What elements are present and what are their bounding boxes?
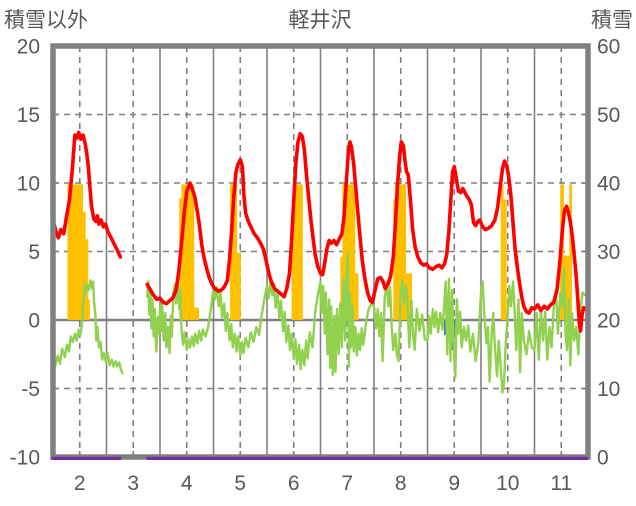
orange-bars-bar [237, 252, 241, 320]
orange-bars-bar [82, 211, 86, 320]
left-axis-tick-label: 0 [28, 310, 40, 333]
left-axis-tick-label: -10 [10, 447, 40, 470]
left-axis-title: 積雪以外 [4, 9, 88, 32]
orange-bars-bar [293, 184, 303, 320]
left-axis-tick-label: 15 [17, 104, 40, 127]
red-line [145, 131, 588, 333]
blue-bars-bar [444, 320, 447, 336]
x-axis-tick-label: 10 [496, 472, 519, 495]
orange-bars-bar [85, 239, 89, 320]
orange-bars-bar [569, 184, 572, 320]
x-axis-tick-label: 6 [288, 472, 300, 495]
orange-bars-bar [406, 273, 412, 320]
x-axis-tick-label: 5 [234, 472, 246, 495]
orange-bars-bar [503, 199, 507, 320]
x-axis-tick-label: 8 [395, 472, 407, 495]
orange-bars-bar [500, 184, 504, 320]
orange-bars-bar [291, 232, 294, 320]
x-axis-tick-label: 7 [341, 472, 353, 495]
left-axis-tick-label: 10 [17, 173, 40, 196]
left-axis-tick-label: 5 [28, 241, 40, 264]
x-axis-tick-label: 9 [448, 472, 460, 495]
orange-bars-bar [563, 255, 570, 320]
red-line [51, 130, 123, 259]
orange-bars-bar [394, 184, 407, 320]
x-axis-tick-label: 11 [550, 472, 572, 495]
right-axis-tick-label: 40 [597, 173, 620, 196]
x-axis-tick-label: 3 [127, 472, 139, 495]
orange-bars-bar [230, 184, 238, 320]
chart-title: 軽井沢 [289, 9, 352, 32]
x-axis-tick-label: 4 [181, 472, 193, 495]
orange-bars-bar [67, 184, 83, 320]
right-axis-tick-label: 50 [597, 104, 620, 127]
orange-bars-bar [340, 256, 343, 320]
orange-bars-bar [181, 184, 195, 320]
left-axis-tick-label: 20 [17, 36, 40, 59]
right-axis-tick-label: 10 [597, 378, 620, 401]
right-axis-tick-label: 30 [597, 241, 620, 264]
orange-bars-bar [88, 299, 90, 320]
green-line [51, 279, 124, 375]
right-axis-tick-label: 20 [597, 310, 620, 333]
orange-bars-bar [355, 273, 359, 320]
left-axis-tick-label: -5 [21, 378, 40, 401]
right-axis-tick-label: 0 [597, 447, 609, 470]
orange-bars-bar [194, 307, 200, 320]
right-axis-title: 積雪 [591, 9, 633, 32]
green-line [145, 251, 587, 394]
right-axis-tick-label: 60 [597, 36, 620, 59]
x-axis-tick-label: 2 [74, 472, 86, 495]
